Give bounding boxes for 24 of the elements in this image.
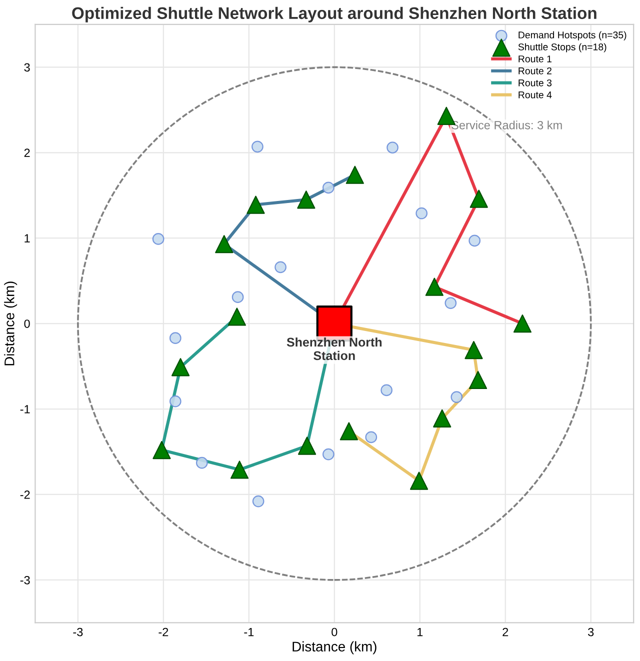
y-tick-label: 0 xyxy=(24,320,30,328)
x-axis-title: Distance (km) xyxy=(292,641,376,654)
y-tick-label: -2 xyxy=(20,490,30,499)
x-tick-label: -1 xyxy=(244,628,254,636)
y-tick-label: 3 xyxy=(24,63,30,72)
legend-label: Shuttle Stops (n=18) xyxy=(518,43,606,52)
legend-label: Demand Hotspots (n=35) xyxy=(518,31,626,40)
legend-label: Route 1 xyxy=(518,56,552,62)
legend-label: Route 2 xyxy=(518,67,552,74)
chart-title: Optimized Shuttle Network Layout around Shenzhen North Station xyxy=(72,6,596,22)
legend-label: Route 3 xyxy=(518,79,552,86)
x-tick-label: 0 xyxy=(332,628,338,636)
x-tick-label: -2 xyxy=(158,628,168,636)
x-tick-label: 1 xyxy=(418,628,423,636)
x-tick-label: -3 xyxy=(73,628,83,636)
y-axis-title: Distance (km) xyxy=(4,282,18,366)
x-tick-label: 2 xyxy=(502,628,508,636)
legend-label: Route 4 xyxy=(518,92,552,98)
annotation: Shenzhen North Station xyxy=(286,337,382,360)
y-tick-label: -1 xyxy=(20,405,30,414)
y-tick-label: -3 xyxy=(20,576,30,584)
x-tick-label: 3 xyxy=(588,628,594,636)
y-tick-label: 1 xyxy=(24,234,30,242)
y-tick-label: 2 xyxy=(24,148,30,157)
